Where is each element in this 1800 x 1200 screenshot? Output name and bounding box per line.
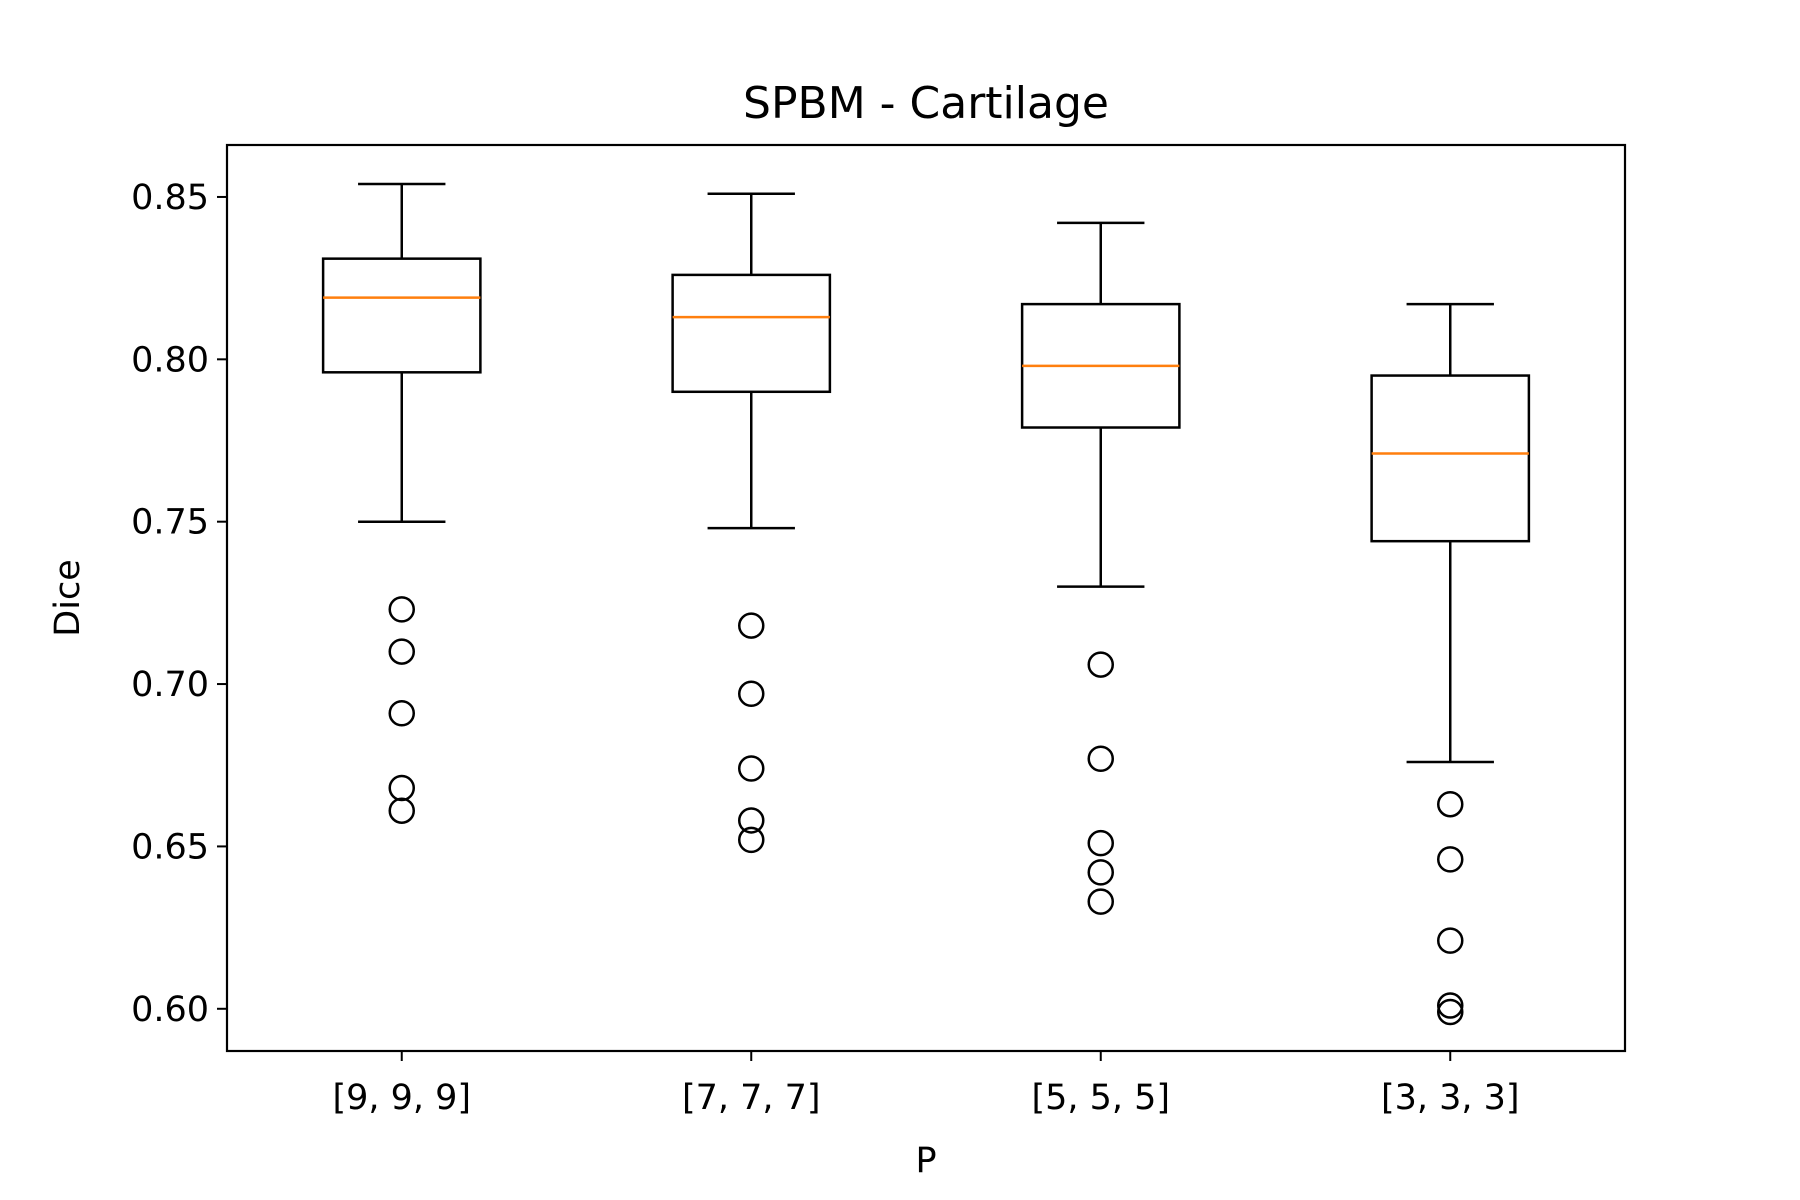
x-tick-label: [7, 7, 7] xyxy=(682,1078,821,1118)
outlier-point xyxy=(1087,829,1114,857)
box-group-3 xyxy=(1020,221,1181,915)
x-tick-label: [9, 9, 9] xyxy=(332,1078,471,1118)
outlier-point xyxy=(1437,927,1464,954)
outlier-point xyxy=(1437,992,1464,1019)
y-tick-label: 0.85 xyxy=(131,178,209,218)
x-axis: [9, 9, 9] [7, 7, 7] [5, 5, 5] [3, 3, 3] xyxy=(332,1051,1520,1118)
outlier-point xyxy=(388,638,415,665)
y-axis: 0.60 0.65 0.70 0.75 0.80 0.85 xyxy=(131,178,227,1030)
outlier-point xyxy=(738,826,765,854)
outlier-point xyxy=(1437,846,1464,873)
outlier-point xyxy=(1087,888,1114,915)
iqr-box xyxy=(671,273,832,394)
outlier-point xyxy=(738,755,765,782)
box-group-1 xyxy=(321,182,482,824)
outlier-point xyxy=(388,700,415,727)
outlier-point xyxy=(738,680,765,708)
outlier-point xyxy=(388,596,415,623)
outlier-point xyxy=(1087,859,1114,886)
y-tick-label: 0.70 xyxy=(131,665,209,705)
boxes-group xyxy=(321,182,1531,1026)
iqr-box xyxy=(1370,374,1531,543)
outlier-point xyxy=(388,774,415,802)
iqr-box xyxy=(321,257,482,374)
outlier-point xyxy=(1087,745,1114,772)
y-tick-label: 0.65 xyxy=(131,827,209,867)
x-axis-label: P xyxy=(915,1141,936,1181)
outlier-point xyxy=(1437,998,1464,1026)
y-axis-label: Dice xyxy=(48,559,88,636)
y-tick-label: 0.60 xyxy=(131,990,209,1030)
plot-area-frame xyxy=(225,143,1627,1053)
outlier-point xyxy=(388,797,415,824)
x-tick-label: [5, 5, 5] xyxy=(1031,1078,1170,1118)
outlier-point xyxy=(738,612,765,639)
chart-title: SPBM - Cartilage xyxy=(743,78,1109,129)
y-tick-label: 0.75 xyxy=(131,503,209,543)
y-tick-label: 0.80 xyxy=(131,340,209,380)
box-group-4 xyxy=(1370,302,1531,1026)
outlier-point xyxy=(1437,790,1464,818)
outlier-point xyxy=(738,807,765,834)
box-group-2 xyxy=(671,192,832,854)
outlier-point xyxy=(1087,651,1114,678)
x-tick-label: [3, 3, 3] xyxy=(1381,1078,1520,1118)
